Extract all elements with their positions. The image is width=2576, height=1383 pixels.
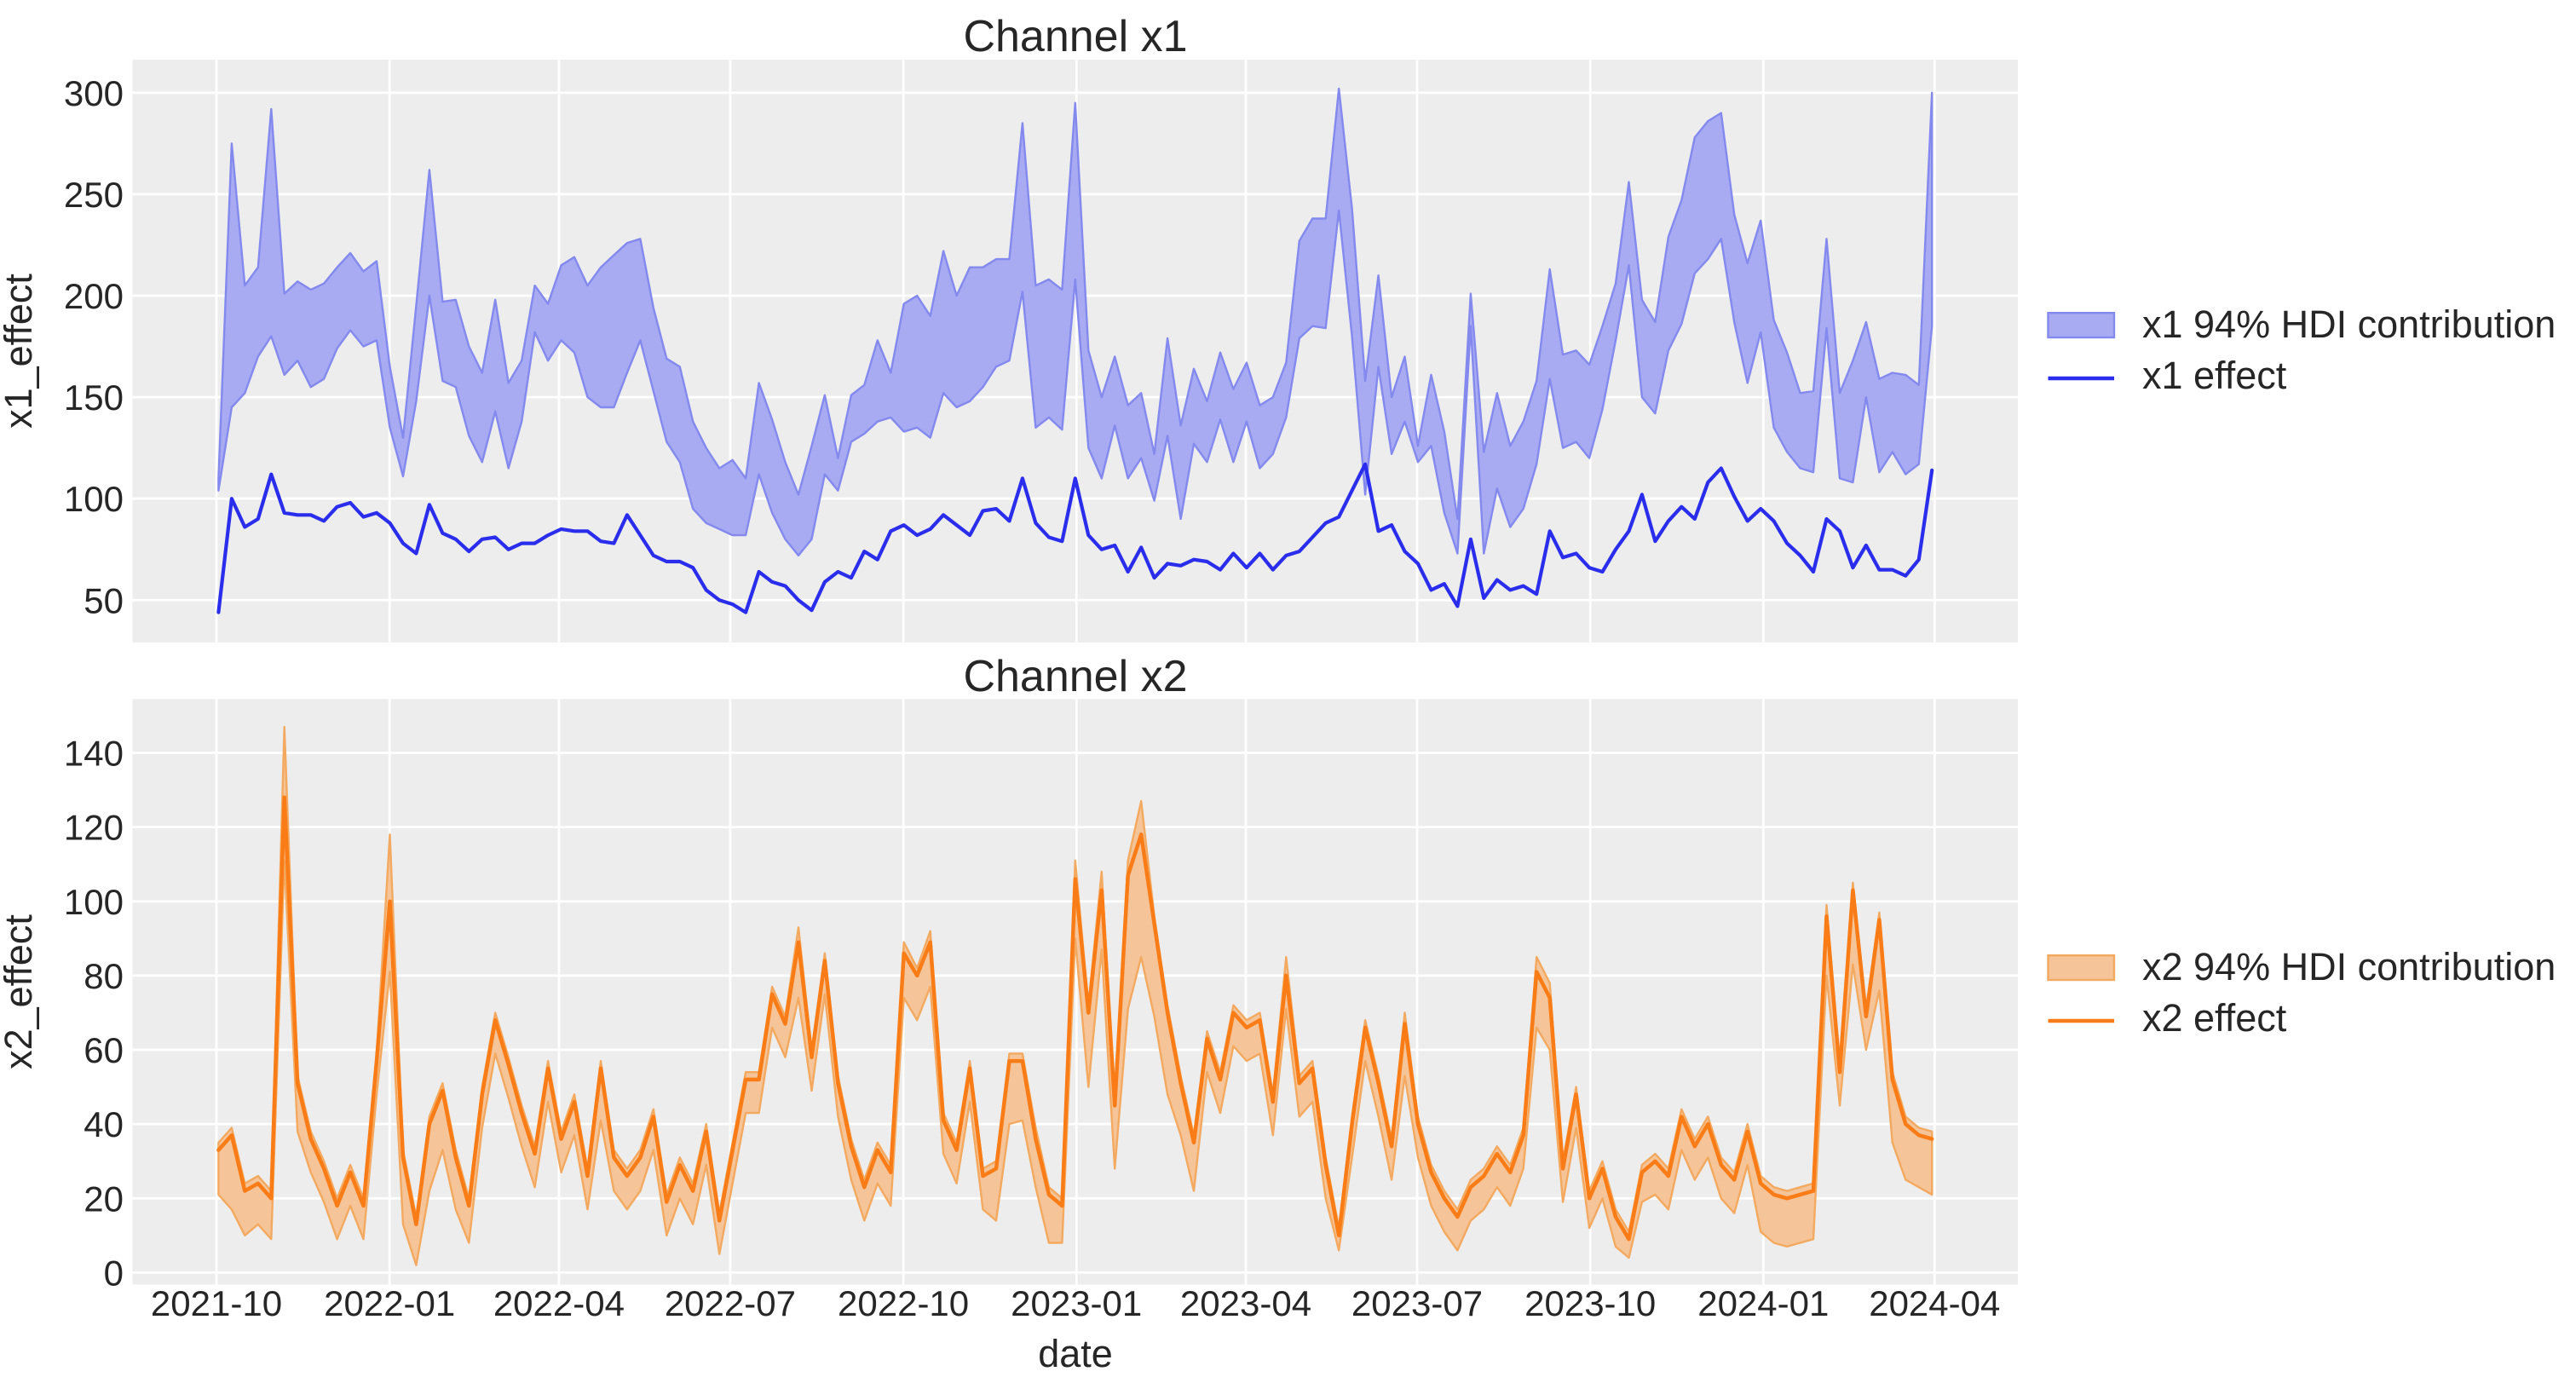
svg-text:0: 0 <box>104 1253 124 1293</box>
svg-text:date: date <box>1038 1332 1113 1375</box>
svg-text:2023-07: 2023-07 <box>1351 1283 1483 1323</box>
svg-text:Channel x2: Channel x2 <box>963 652 1187 701</box>
svg-text:2024-01: 2024-01 <box>1697 1283 1829 1323</box>
svg-text:2022-01: 2022-01 <box>324 1283 455 1323</box>
svg-text:x2 effect: x2 effect <box>2142 996 2287 1040</box>
svg-text:2022-07: 2022-07 <box>665 1283 796 1323</box>
svg-text:50: 50 <box>84 580 124 620</box>
svg-text:2021-10: 2021-10 <box>151 1283 282 1323</box>
svg-text:250: 250 <box>64 175 124 215</box>
svg-text:x1 effect: x1 effect <box>2142 354 2287 397</box>
svg-text:20: 20 <box>84 1178 124 1219</box>
svg-text:100: 100 <box>64 882 124 922</box>
svg-text:x1_effect: x1_effect <box>0 274 40 429</box>
svg-text:300: 300 <box>64 73 124 113</box>
svg-text:2022-04: 2022-04 <box>493 1283 625 1323</box>
svg-text:80: 80 <box>84 956 124 996</box>
svg-text:2022-10: 2022-10 <box>838 1283 969 1323</box>
svg-text:140: 140 <box>64 734 124 774</box>
svg-text:Channel x1: Channel x1 <box>963 12 1187 61</box>
svg-text:2024-04: 2024-04 <box>1869 1283 2000 1323</box>
svg-text:40: 40 <box>84 1104 124 1144</box>
svg-text:2023-01: 2023-01 <box>1011 1283 1142 1323</box>
svg-text:100: 100 <box>64 479 124 519</box>
svg-text:200: 200 <box>64 276 124 316</box>
svg-text:2023-10: 2023-10 <box>1524 1283 1656 1323</box>
svg-text:2023-04: 2023-04 <box>1180 1283 1311 1323</box>
svg-text:x2_effect: x2_effect <box>0 914 40 1069</box>
svg-text:120: 120 <box>64 808 124 848</box>
svg-text:x2 94% HDI contribution: x2 94% HDI contribution <box>2142 945 2556 988</box>
svg-text:x1 94% HDI contribution: x1 94% HDI contribution <box>2142 303 2556 346</box>
svg-text:150: 150 <box>64 377 124 418</box>
svg-text:60: 60 <box>84 1030 124 1070</box>
